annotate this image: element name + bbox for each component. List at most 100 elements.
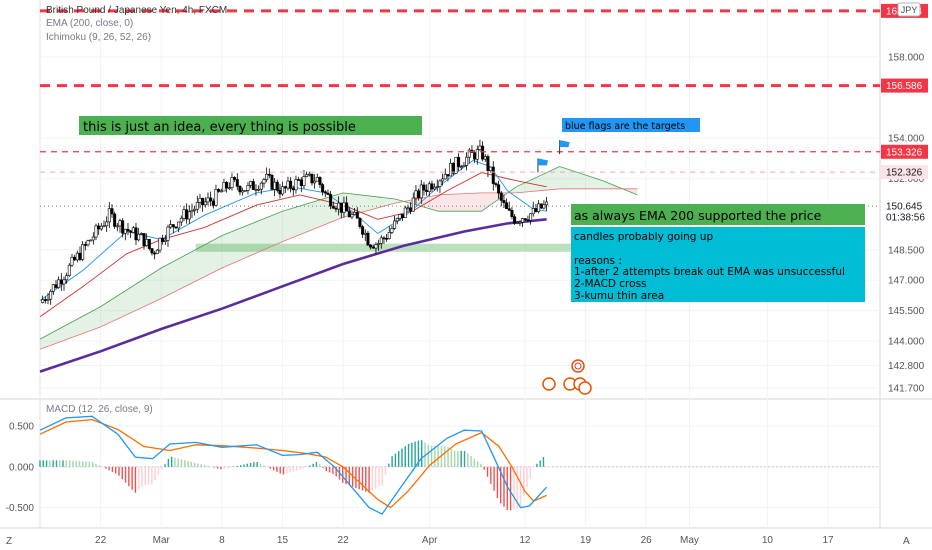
cloud-segment [208,240,214,275]
price-levels [40,9,880,207]
cloud-segment [87,311,92,332]
candle-body [110,208,114,215]
candle-body [259,182,263,190]
cloud-segment [213,237,218,273]
candle-body [441,178,445,182]
candle-body [435,186,439,188]
cloud-segment [555,166,560,190]
cloud-segment [390,198,396,205]
candle-body [515,222,519,224]
cloud-segment [273,212,279,246]
candle-body [97,225,101,230]
price-badge-text: 153.326 [886,147,923,158]
cloud-segment [438,194,443,212]
candle-body [361,226,365,235]
cloud-segment [96,306,101,329]
reasons-annotation[interactable]: candles probably going up reasons : 1-af… [571,227,865,302]
price-badge-text: 01:38:56 [886,213,925,224]
candle-body [531,208,535,215]
price-badge-bg [881,78,928,93]
macd-legend[interactable]: MACD (12, 26, close, 9) [46,404,153,415]
cloud-segment [161,265,166,299]
idea-annotation[interactable]: this is just an idea, every thing is pos… [79,116,422,135]
x-tick-label: 15 [277,535,289,546]
ichimoku-legend[interactable]: Ichimoku (9, 26, 52, 26) [46,32,151,43]
dividend-icon[interactable] [571,359,585,373]
candle-body [419,184,423,199]
earnings-icon[interactable] [542,377,592,395]
target-flag-icon [537,158,548,166]
candle-body [246,185,250,191]
candle-body [353,211,357,215]
candle-body [318,177,322,185]
candle-body [209,197,213,202]
candle-body [323,191,327,194]
candle-body [302,176,306,186]
candle-body [355,211,359,219]
y-tick-label: 145.500 [888,306,925,317]
cloud-segment [230,230,235,265]
candle-body [467,149,471,158]
cloud-segment [44,334,49,348]
auto-scale-button[interactable]: A [903,536,910,547]
candle-body [225,182,229,189]
candle-body [83,244,87,246]
candle-body [249,181,253,186]
event-icons[interactable] [542,359,592,395]
cloud-segment [373,196,378,209]
candle-body [75,252,79,261]
ema-annotation[interactable]: as always EMA 200 supported the price [571,204,865,225]
candle-body [94,225,98,238]
candle-body [86,240,90,246]
candle-body [545,201,549,206]
y-tick-label: 152.000 [888,174,925,185]
timezone-icon[interactable]: Z [6,536,12,547]
candle-body [299,179,303,186]
symbol-legend[interactable]: British Pound / Japanese Yen, 4h, FXCM [46,5,227,16]
cloud-segment [364,195,370,212]
cloud-segment [559,166,564,189]
candle-body [129,230,133,233]
candle-body [377,243,381,245]
flags-annotation[interactable]: blue flags are the targets [562,118,700,132]
candle-body [411,197,415,212]
cloud-segment [182,254,188,288]
candle-body [57,279,61,288]
cloud-segment [468,193,473,212]
candle-body [81,244,85,260]
cloud-segment [447,194,452,212]
auto-scale-label: A [903,536,910,547]
candle-body [342,202,346,213]
cloud-segment [174,258,179,292]
x-tick-label: Apr [422,535,438,546]
candle-body [478,145,482,150]
cloud-segment [226,232,231,267]
cloud-segment [165,263,170,297]
candle-body [257,188,261,191]
candle-body [406,207,410,210]
candle-body [139,233,143,235]
candle-body [417,190,421,199]
cloud-segment [243,225,248,259]
price-badge: 01:38:56 [886,213,925,224]
candle-body [526,219,530,222]
candle-body [491,166,495,184]
currency-badge[interactable]: JPY [897,2,921,17]
candle-body [457,156,461,167]
candle-body [430,183,434,190]
cloud-segment [429,195,435,210]
cloud-segment [156,268,162,301]
candle-body [121,220,125,234]
price-badge-text: 156.586 [886,81,923,92]
cloud-segment [52,329,58,345]
cloud-segment [191,249,196,284]
support-zone [195,243,577,252]
cloud-segment [529,178,534,192]
cloud-segment [278,211,283,244]
candle-body [241,190,245,193]
reasons-line-4: 1-after 2 attempts break out EMA was uns… [574,266,845,278]
candle-body [118,220,122,227]
candle-body [131,227,135,233]
ema-legend[interactable]: EMA (200, close, 0) [46,18,133,29]
